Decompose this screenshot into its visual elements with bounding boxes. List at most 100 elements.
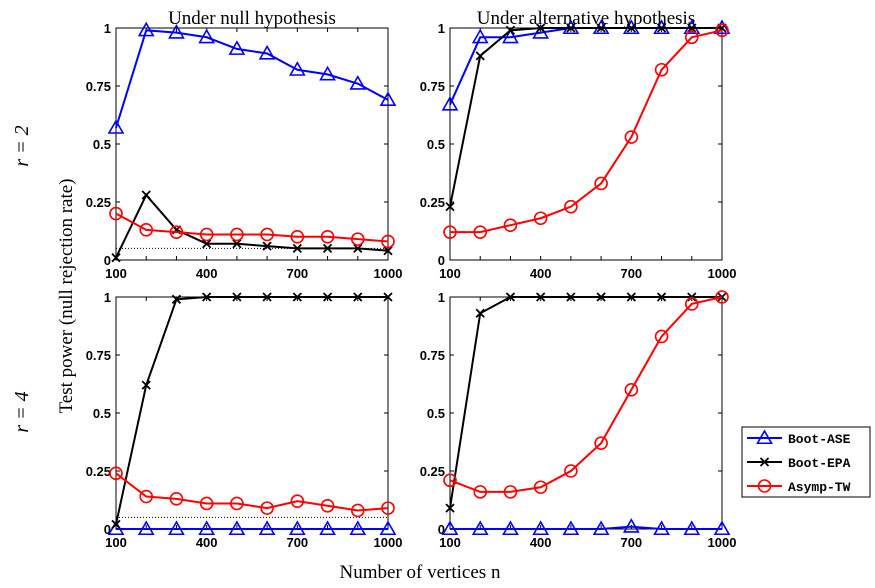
series-asymp-tw	[443, 23, 729, 239]
data-point	[288, 61, 306, 76]
data-point	[381, 234, 395, 249]
y-tick-label: 0.25	[420, 464, 445, 479]
data-point	[319, 65, 336, 81]
panel-1: 0 0.25 0.5 0.75 1 100 400 700 1000	[86, 21, 403, 281]
data-point	[262, 241, 272, 251]
data-point	[654, 329, 669, 344]
data-point	[137, 520, 155, 536]
y-tick-label: 0.25	[86, 195, 111, 210]
data-point	[656, 292, 667, 302]
series-line	[449, 296, 723, 493]
series-line	[449, 27, 722, 207]
axes-box	[449, 296, 723, 530]
x-tick-label: 700	[620, 535, 642, 550]
x-tick-label: 100	[439, 266, 461, 281]
data-point	[290, 230, 305, 244]
y-tick-label: 0	[104, 253, 111, 268]
data-point	[533, 211, 548, 226]
data-point	[198, 28, 216, 44]
data-point	[322, 243, 333, 254]
x-tick-label: 100	[105, 266, 127, 281]
data-point	[232, 292, 242, 302]
data-point	[349, 520, 367, 536]
data-point	[562, 520, 580, 536]
panel-3: 0 0.25 0.5 0.75 1 100 400 700 1000	[86, 290, 403, 550]
data-point	[262, 292, 272, 302]
data-point	[473, 485, 488, 499]
column-title-null: Under null hypothesis	[168, 8, 336, 29]
y-tick-label: 0.5	[93, 137, 111, 152]
data-point	[350, 503, 365, 518]
x-tick-label: 1000	[374, 535, 403, 550]
x-tick-label: 100	[439, 535, 461, 550]
data-point	[379, 91, 397, 106]
data-point	[536, 23, 546, 33]
series-line	[115, 212, 389, 243]
y-tick-label: 0.75	[420, 79, 445, 94]
series-line	[115, 193, 389, 259]
series-line	[449, 296, 722, 509]
y-tick-label: 0.75	[86, 348, 111, 363]
data-point	[533, 480, 548, 495]
y-tick-label: 0.5	[427, 137, 445, 152]
data-point	[503, 485, 518, 499]
data-point	[141, 190, 151, 200]
data-point	[441, 95, 459, 111]
data-point	[350, 232, 365, 246]
x-axis-label: Number of vertices n	[340, 562, 501, 583]
data-point	[199, 227, 214, 242]
legend-label: Boot-EPA	[788, 456, 851, 471]
data-point	[168, 520, 185, 536]
data-point	[230, 227, 244, 242]
legend-marker	[756, 429, 773, 445]
x-tick-label: 1000	[708, 266, 737, 281]
data-point	[107, 119, 125, 134]
data-point	[320, 498, 335, 513]
series-asymp-tw	[109, 466, 395, 518]
data-point	[383, 292, 393, 302]
series-boot-epa	[445, 23, 727, 212]
y-tick-label: 0	[438, 253, 445, 268]
x-tick-label: 400	[196, 266, 218, 281]
series-boot-epa	[445, 292, 727, 513]
data-point	[624, 382, 639, 397]
axes-box	[115, 27, 389, 261]
data-point	[566, 292, 576, 302]
data-point	[536, 292, 546, 302]
data-point	[471, 28, 489, 44]
data-point	[169, 225, 184, 239]
x-tick-label: 100	[105, 535, 127, 550]
data-point	[290, 494, 305, 508]
data-point	[381, 501, 395, 515]
series-boot-ase	[441, 518, 731, 536]
series-boot-ase	[107, 21, 397, 134]
y-tick-label: 0.25	[420, 195, 445, 210]
series-asymp-tw	[109, 206, 395, 249]
legend-item-asymp-tw: Asymp-TW	[747, 479, 851, 495]
data-point	[475, 51, 485, 61]
data-point	[443, 473, 457, 488]
data-point	[202, 239, 212, 249]
data-point	[111, 253, 121, 263]
x-tick-label: 400	[196, 535, 218, 550]
data-point	[260, 501, 274, 515]
data-point	[441, 520, 459, 536]
data-point	[379, 520, 397, 536]
data-point	[288, 520, 306, 536]
data-point	[232, 239, 242, 249]
data-point	[564, 464, 578, 478]
data-point	[502, 28, 519, 44]
x-tick-label: 400	[530, 535, 552, 550]
axes-box	[115, 296, 389, 530]
data-point	[171, 294, 182, 304]
panel-4: 0 0.25 0.5 0.75 1 100 400 700 1000	[420, 290, 737, 550]
data-point	[168, 24, 185, 39]
row-label-r4: r = 4	[11, 391, 33, 432]
y-tick-label: 1	[104, 290, 111, 305]
data-point	[687, 23, 697, 33]
series-line	[450, 29, 723, 234]
data-point	[445, 202, 455, 212]
data-point	[592, 520, 610, 536]
data-point	[137, 21, 155, 37]
